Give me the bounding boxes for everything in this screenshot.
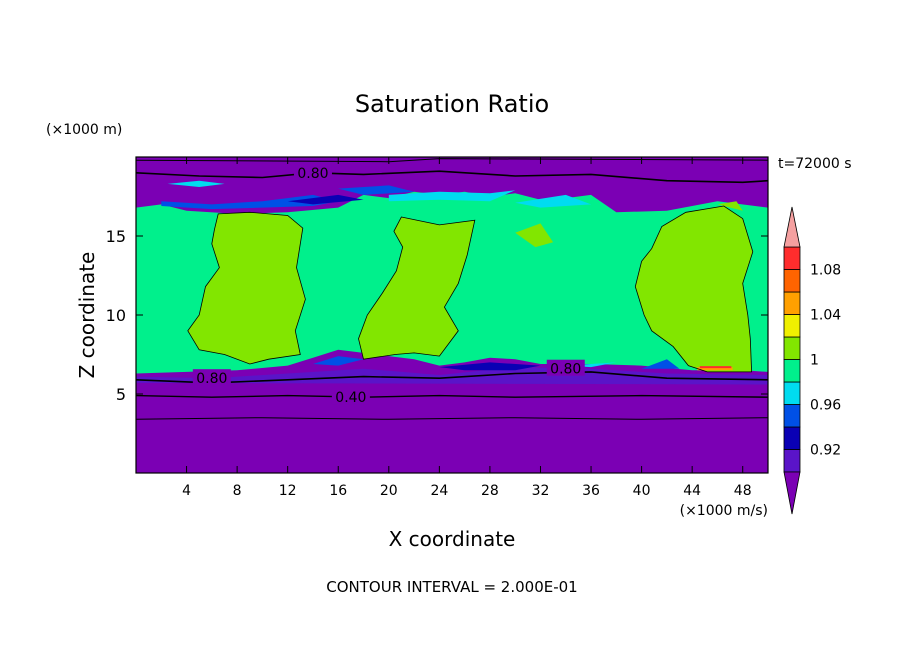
x-tick-label: 16 [329, 483, 347, 499]
contour-column-2 [358, 216, 476, 360]
contour-080-top [136, 170, 768, 184]
x-axis-label: X coordinate [389, 527, 516, 551]
contour-060-top [136, 158, 768, 163]
patch-hot [699, 366, 732, 369]
colorbar-segment [783, 404, 801, 428]
y-tick-label: 15 [106, 227, 126, 246]
saturation-field [136, 157, 768, 473]
contour-label: 0.80 [196, 371, 227, 387]
x-tick-label: 24 [430, 483, 448, 499]
colorbar-segment [783, 381, 801, 405]
colorbar-tick-label: 1 [810, 353, 819, 369]
cloud-base-edge-0 [313, 356, 364, 366]
updraft-column-1 [187, 212, 306, 364]
colorbar-segment [783, 426, 801, 450]
cloud-top-edge-2 [338, 185, 415, 195]
y-tick-label: 5 [116, 385, 126, 404]
y-tick-label: 10 [106, 306, 126, 325]
colorbar-segment [783, 359, 801, 383]
y-units-label: (×1000 m) [46, 122, 122, 138]
colorbar: 1.08 1.04 1 0.96 0.92 [783, 206, 841, 515]
contour-040 [136, 394, 768, 398]
contour-interval-note: CONTOUR INTERVAL = 2.000E-01 [326, 578, 577, 596]
x-tick-label: 20 [380, 483, 398, 499]
x-tick-label: 40 [633, 483, 651, 499]
contour-label-bg [331, 388, 370, 405]
chart-title: Saturation Ratio [355, 90, 549, 118]
contour-020 [136, 417, 768, 420]
contour-label-bg [192, 369, 231, 386]
contour-lines [136, 158, 768, 420]
x-tick-label: 44 [683, 483, 701, 499]
cloud-top-edge-3 [167, 180, 225, 187]
x-tick-label: 32 [532, 483, 550, 499]
contour-label-bg [293, 163, 332, 180]
contour-column-3 [634, 205, 754, 373]
x-tick-label: 12 [279, 483, 297, 499]
contour-080-base [136, 371, 768, 384]
colorbar-segment [783, 336, 801, 360]
contour-label: 0.80 [297, 166, 328, 182]
colorbar-segment [783, 449, 801, 473]
contour-label-bg [546, 359, 585, 376]
contour-column-1 [187, 211, 306, 365]
patch-b [717, 201, 743, 211]
contour-label: 0.40 [335, 390, 366, 406]
colorbar-tick-label: 0.96 [810, 398, 841, 414]
colorbar-tick-label: 0.92 [810, 443, 841, 459]
colorbar-segment [783, 269, 801, 293]
cloud-top-edge-5 [515, 194, 591, 208]
colorbar-tick-label: 1.04 [810, 308, 841, 324]
colorbar-bottom-arrow [783, 471, 801, 515]
colorbar-segment [783, 314, 801, 338]
time-label: t=72000 s [778, 156, 852, 172]
x-tick-label: 36 [582, 483, 600, 499]
updraft-column-2 [358, 217, 475, 360]
colorbar-top-arrow [783, 206, 801, 248]
y-axis-ticks: 5 10 15 [106, 227, 768, 404]
x-tick-label: 28 [481, 483, 499, 499]
y-axis-label: Z coordinate [75, 252, 99, 379]
colorbar-segment [783, 246, 801, 270]
x-tick-label: 8 [233, 483, 242, 499]
x-tick-label: 4 [182, 483, 191, 499]
contour-label: 0.80 [550, 362, 581, 378]
colorbar-segment [783, 291, 801, 315]
contour-labels: 0.80 0.80 0.80 0.40 [192, 163, 585, 406]
updraft-column-3 [635, 206, 753, 372]
cloud-top-edge-4 [287, 194, 364, 205]
x-axis-ticks: 4 8 12 16 20 24 28 32 36 40 44 48 [182, 157, 752, 499]
cloud-top-edge-1 [388, 190, 516, 202]
cloud-base-edge-1 [439, 362, 541, 371]
colorbar-tick-label: 1.08 [810, 263, 841, 279]
x-tick-label: 48 [734, 483, 752, 499]
cloud-top-edge-0 [161, 194, 339, 210]
cloud-base-edge-2 [641, 359, 680, 369]
patch-a [515, 223, 554, 248]
x-units-label: (×1000 m/s) [680, 503, 768, 519]
